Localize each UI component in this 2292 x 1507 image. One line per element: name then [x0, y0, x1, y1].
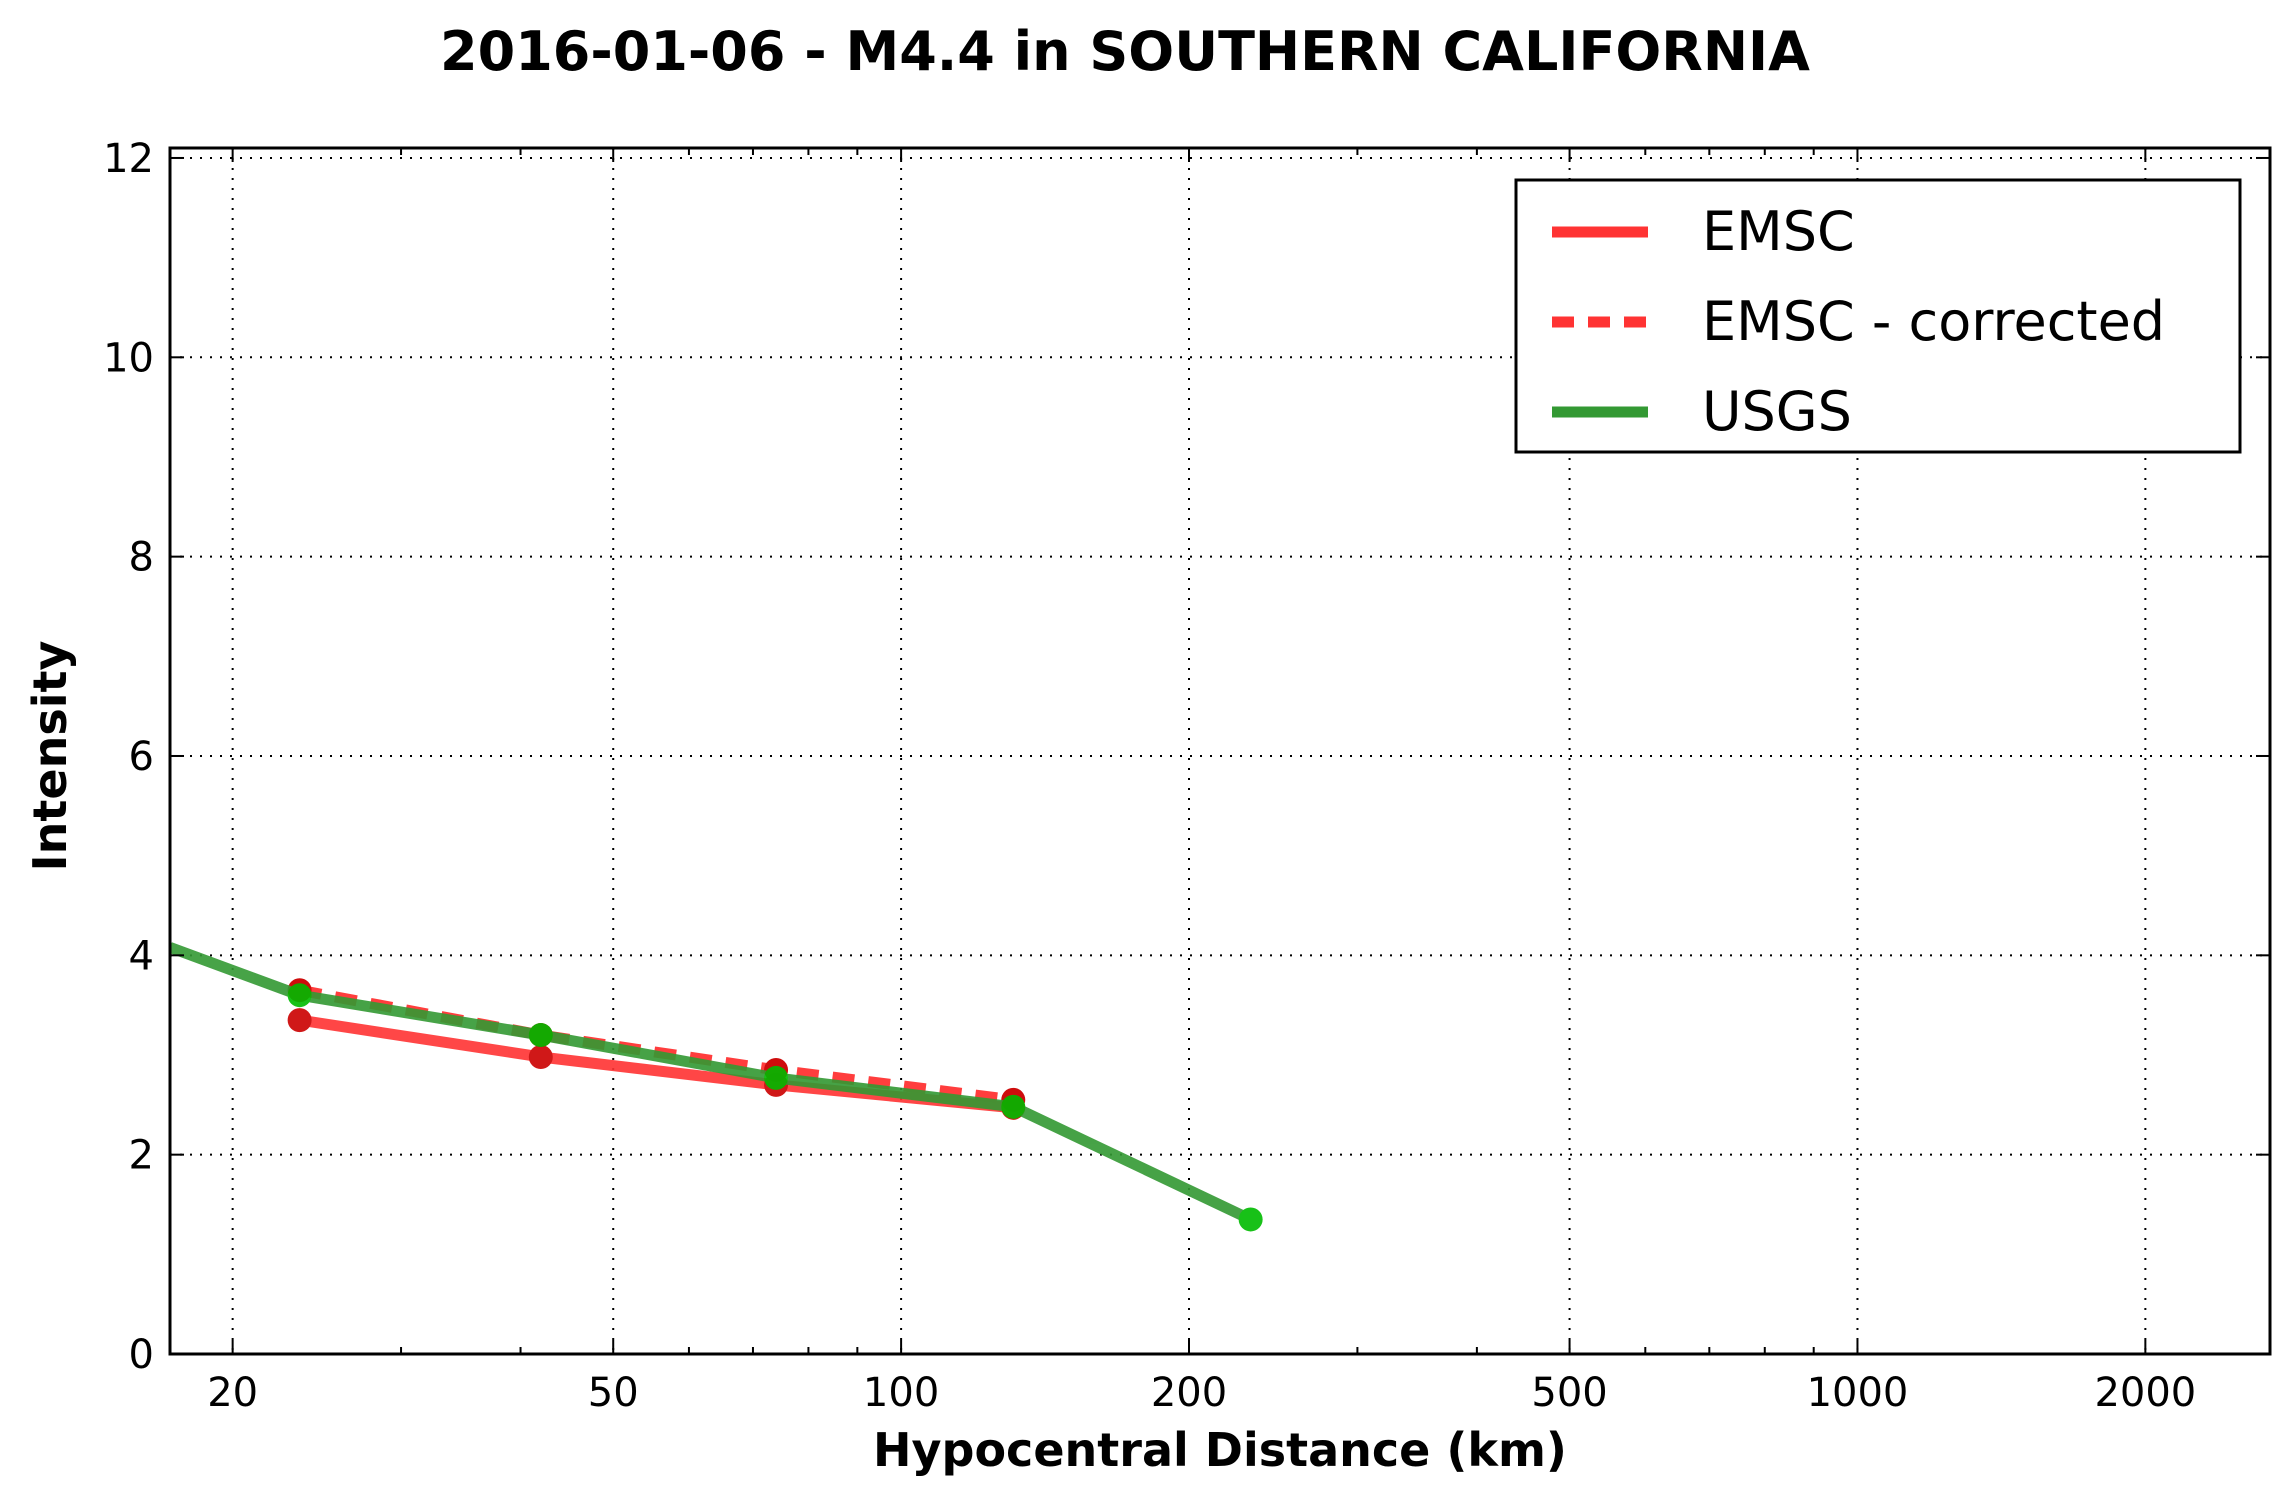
y-tick-label: 12	[103, 136, 154, 182]
y-tick-label: 6	[129, 734, 154, 780]
x-tick-label: 2000	[2094, 1370, 2196, 1416]
y-axis-label: Intensity	[23, 641, 77, 872]
series-0	[287, 1008, 1026, 1120]
legend-label: EMSC	[1702, 200, 1855, 263]
data-point	[528, 1044, 553, 1069]
data-point	[764, 1065, 789, 1090]
data-point	[287, 1008, 312, 1033]
x-tick-label: 20	[207, 1370, 258, 1416]
plot-frame	[168, 146, 2272, 1356]
series-2	[170, 942, 1263, 1232]
legend-label: EMSC - corrected	[1702, 290, 2165, 353]
x-tick-label: 200	[1151, 1370, 1227, 1416]
data-point	[287, 983, 312, 1008]
legend: EMSC EMSC - corrected USGS	[1514, 178, 2242, 454]
series-layer	[170, 942, 1263, 1232]
y-tick-label: 2	[129, 1133, 154, 1179]
y-tick-label: 4	[129, 933, 154, 979]
x-tick-label: 100	[863, 1370, 939, 1416]
y-tick-label: 8	[129, 535, 154, 581]
chart-title: 2016-01-06 - M4.4 in SOUTHERN CALIFORNIA	[440, 20, 1810, 83]
legend-label: USGS	[1702, 380, 1852, 443]
y-tick-label: 0	[129, 1332, 154, 1378]
x-tick-label: 50	[588, 1370, 639, 1416]
data-point	[528, 1023, 553, 1048]
data-point	[1238, 1207, 1263, 1232]
axis-ticks: 20 50 100 200 500 1000 2000 0 2 4 6 8 10 12	[103, 136, 2270, 1416]
series-line	[170, 942, 1254, 1225]
series-line	[298, 984, 1014, 1106]
data-point	[1001, 1094, 1026, 1119]
x-axis-label: Hypocentral Distance (km)	[873, 1423, 1567, 1477]
x-tick-label: 1000	[1807, 1370, 1909, 1416]
y-tick-label: 10	[103, 335, 154, 381]
x-tick-label: 500	[1531, 1370, 1607, 1416]
